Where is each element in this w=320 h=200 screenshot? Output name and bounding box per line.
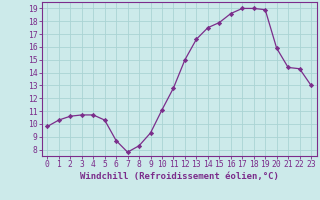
X-axis label: Windchill (Refroidissement éolien,°C): Windchill (Refroidissement éolien,°C) [80,172,279,181]
